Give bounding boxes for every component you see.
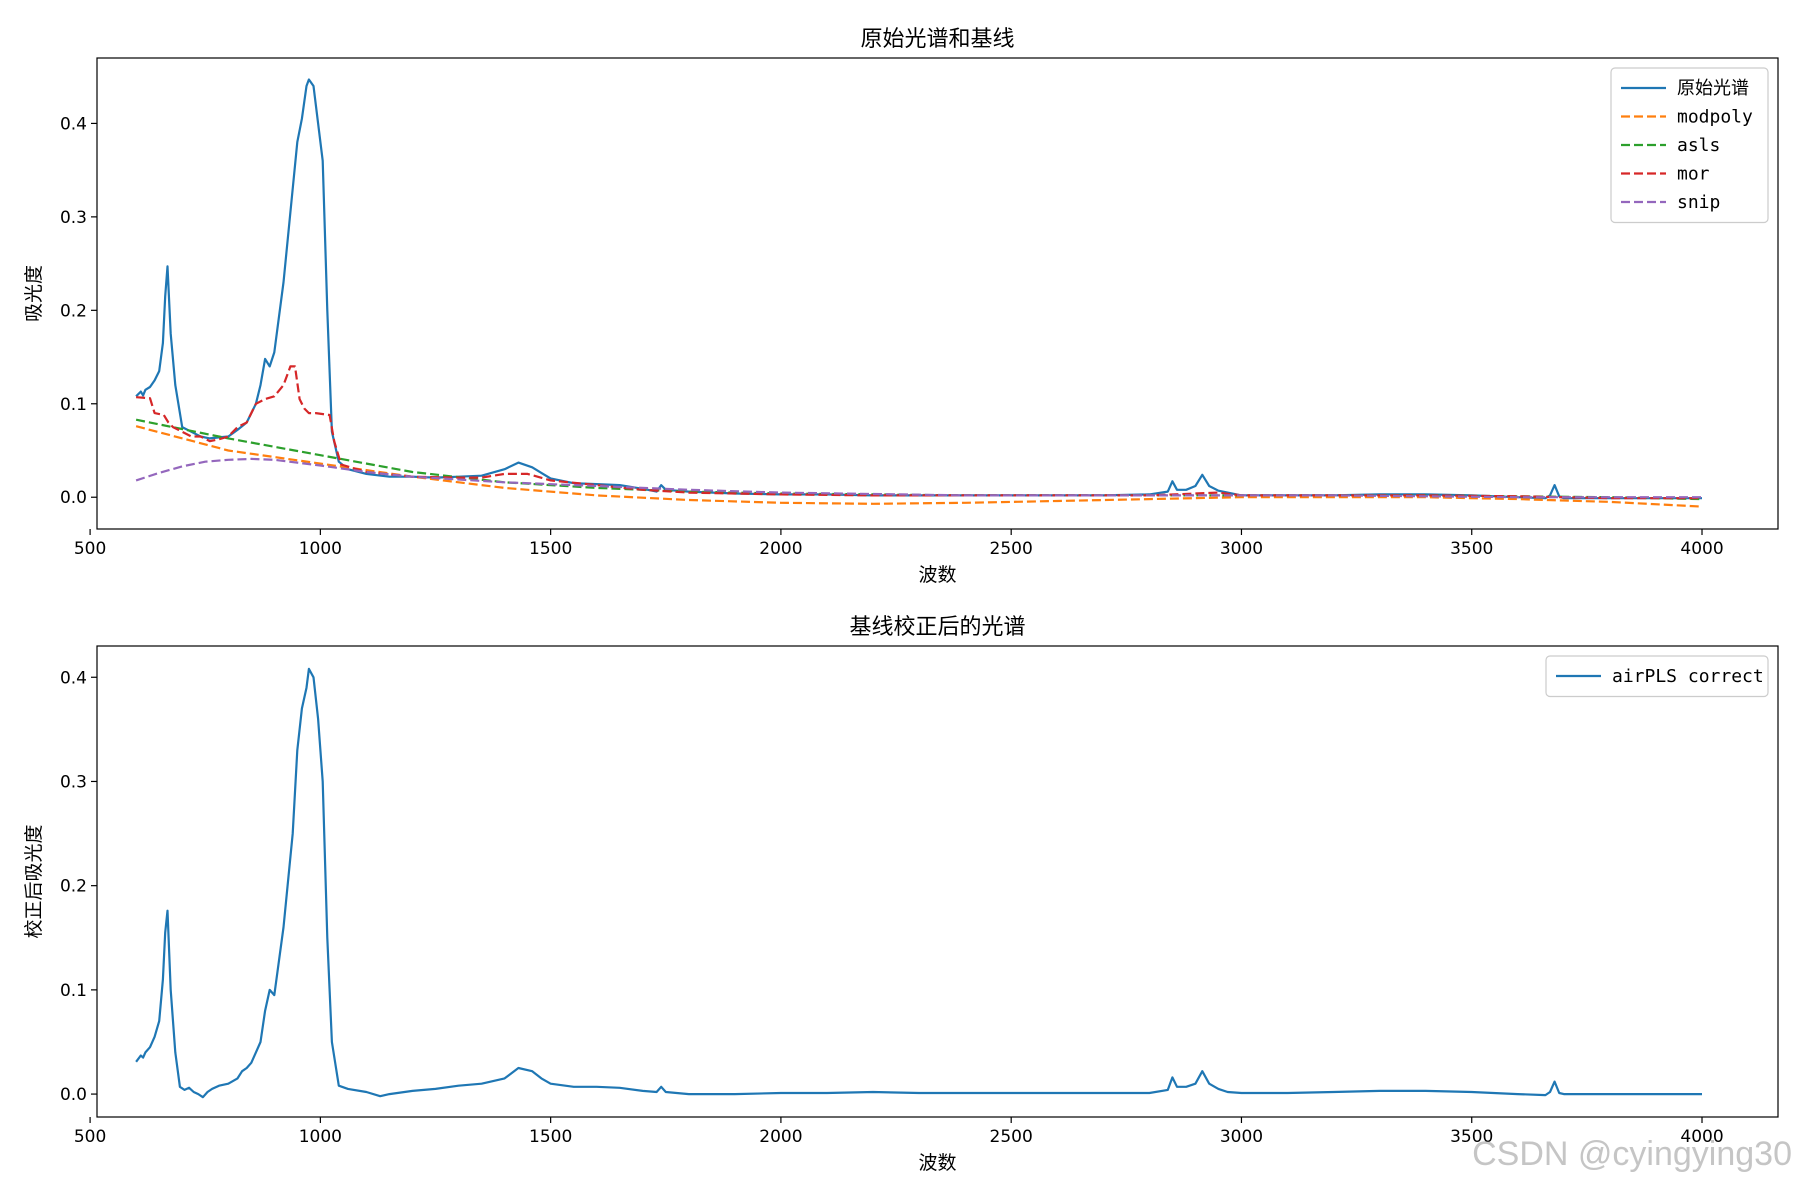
legend-label: airPLS correct	[1612, 666, 1764, 687]
x-tick-label: 4000	[1680, 539, 1723, 559]
y-tick-label: 0.3	[60, 208, 87, 228]
x-tick-label: 3500	[1450, 1127, 1493, 1147]
legend-box	[1610, 67, 1769, 224]
x-tick-label: 2000	[759, 539, 802, 559]
legend-label: snip	[1677, 192, 1720, 213]
x-tick-label: 500	[74, 539, 106, 559]
y-tick-label: 0.0	[60, 488, 87, 508]
x-tick-label: 1500	[529, 539, 572, 559]
legend-label: modpoly	[1677, 107, 1753, 128]
y-tick-label: 0.1	[60, 395, 87, 415]
x-tick-label: 1500	[529, 1127, 572, 1147]
chart-panel-1: 原始光谱和基线 500 1000 1500 2000 2500 3000 3500 4000 0.…	[23, 27, 1779, 586]
y-tick-label: 0.2	[60, 301, 87, 321]
x-tick-label: 4000	[1680, 1127, 1723, 1147]
plot-frame	[96, 57, 1779, 530]
x-tick-label: 3000	[1220, 539, 1263, 559]
y-axis-label: 校正后吸光度	[23, 824, 45, 938]
x-axis-label: 波数	[918, 564, 956, 586]
y-tick-label: 0.3	[60, 772, 87, 792]
x-tick-label: 2500	[990, 539, 1033, 559]
plot-frame	[96, 645, 1779, 1118]
chart-title: 原始光谱和基线	[860, 27, 1014, 52]
x-tick-label: 3000	[1220, 1127, 1263, 1147]
legend: 原始光谱 modpoly asls mor snip	[1610, 67, 1769, 224]
watermark: CSDN @cyingying30	[1472, 1135, 1792, 1173]
y-axis-label: 吸光度	[23, 265, 45, 322]
legend-label: 原始光谱	[1677, 78, 1749, 99]
series-line-asls	[135, 418, 1703, 501]
y-tick-label: 0.0	[60, 1085, 87, 1105]
chart-title: 基线校正后的光谱	[849, 615, 1025, 640]
x-tick-label: 3500	[1450, 539, 1493, 559]
x-axis-label: 波数	[918, 1152, 956, 1174]
y-tick-label: 0.4	[60, 114, 87, 134]
legend-label: mor	[1677, 164, 1710, 185]
y-tick-label: 0.4	[60, 668, 87, 688]
chart-panel-2: 基线校正后的光谱 500 1000 1500 2000 2500 3000 3500 4000 0…	[23, 615, 1779, 1174]
legend-box	[1545, 655, 1769, 698]
series-line-snip	[135, 457, 1702, 499]
x-tick-label: 1000	[299, 1127, 342, 1147]
x-tick-label: 2500	[990, 1127, 1033, 1147]
series-group	[135, 667, 1702, 1099]
series-line-mor	[136, 365, 1702, 500]
x-tick-label: 2000	[759, 1127, 802, 1147]
x-tick-label: 1000	[299, 539, 342, 559]
x-tick-label: 500	[74, 1127, 106, 1147]
series-group	[135, 78, 1703, 508]
legend-label: asls	[1677, 135, 1720, 156]
legend: airPLS correct	[1545, 655, 1769, 698]
y-tick-label: 0.1	[60, 981, 87, 1001]
y-tick-label: 0.2	[60, 877, 87, 897]
series-line-原始光谱	[135, 78, 1702, 500]
series-line-airPLS-correct	[135, 667, 1702, 1099]
